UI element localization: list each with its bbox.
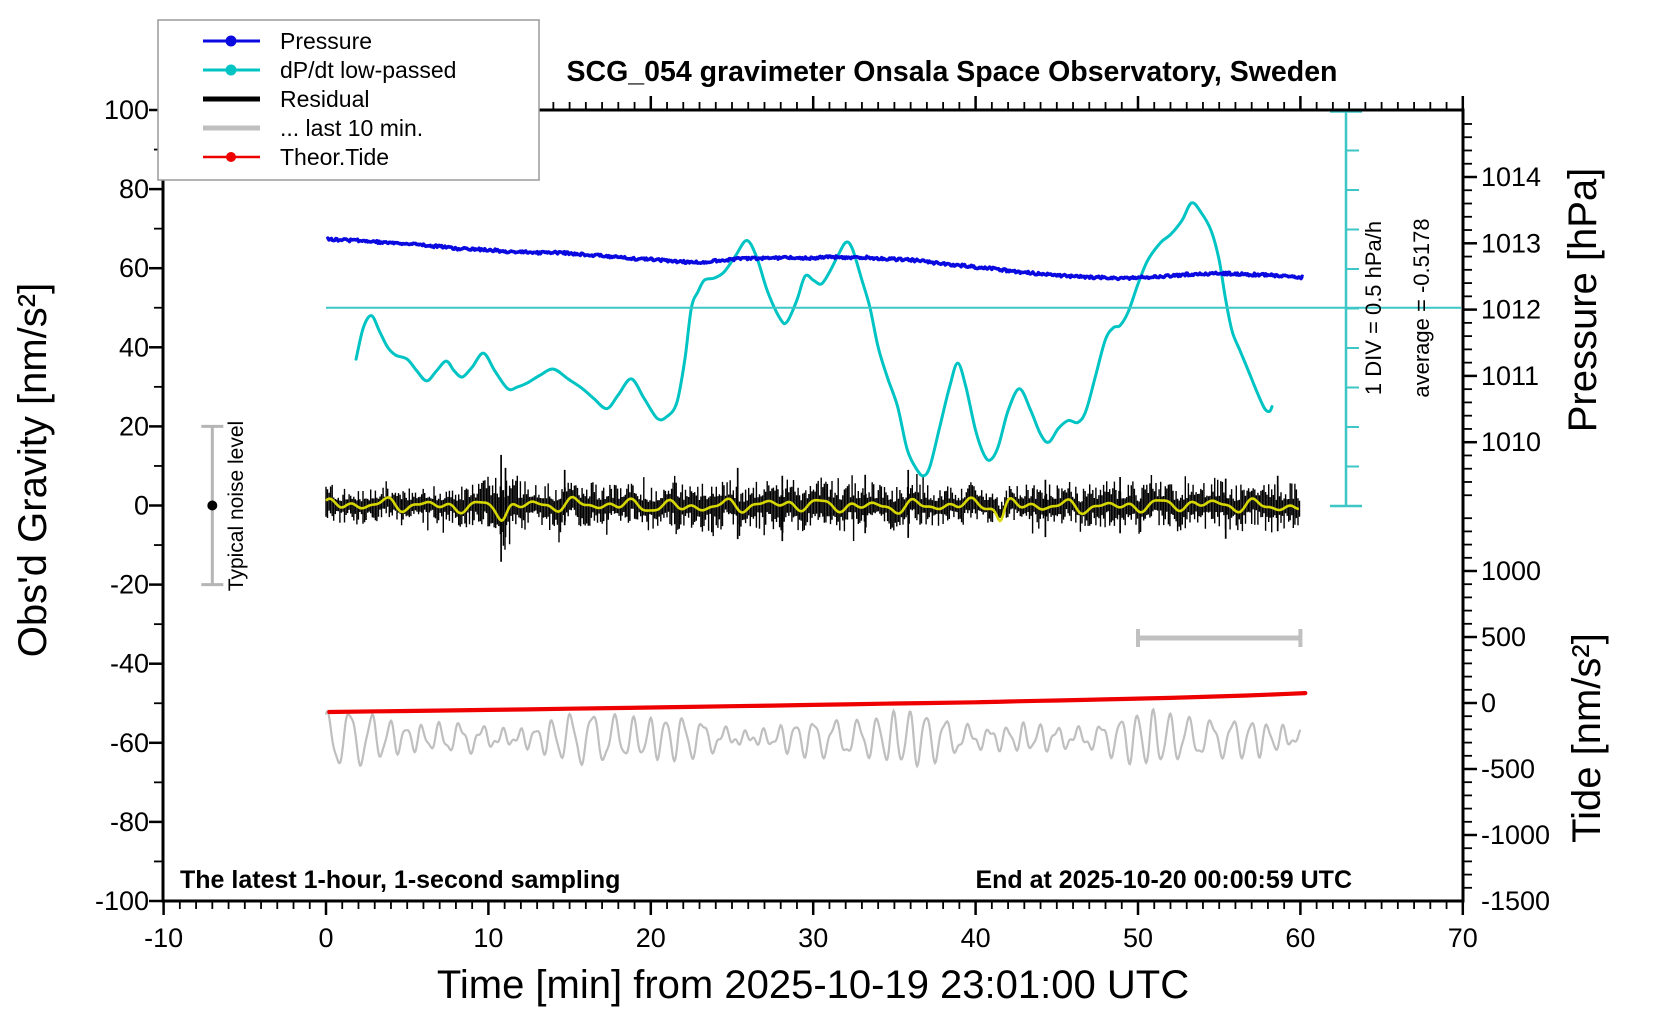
series-last10min-trace: [324, 707, 1302, 769]
tick-label: 1000: [1481, 556, 1541, 586]
average-note: average = -0.5178: [1409, 218, 1434, 397]
legend-label-tide: Theor.Tide: [280, 144, 389, 170]
legend: Pressure dP/dt low-passed Residual ... l…: [157, 19, 540, 181]
legend-marker-pressure: [225, 35, 237, 47]
tick-label: 0: [1481, 688, 1496, 718]
legend-label-dpdt: dP/dt low-passed: [280, 57, 456, 83]
tick-label: -80: [110, 807, 149, 837]
tick-label: 40: [119, 332, 149, 362]
tick-label: 30: [798, 923, 828, 953]
tick-label: 1012: [1481, 295, 1541, 325]
legend-label-residual: Residual: [280, 86, 370, 112]
tick-label: 0: [134, 491, 149, 521]
tick-label: 40: [961, 923, 991, 953]
y-axis-title-tide: Tide [nm/s²]: [1565, 633, 1609, 843]
div-scale-note: 1 DIV = 0.5 hPa/h: [1361, 221, 1386, 395]
axis-tick-labels: -10 0 10 20 30 40 50 60 70100806040200-20-40-60-…: [95, 95, 1550, 953]
tick-label: -60: [110, 728, 149, 758]
noise-level-label: Typical noise level: [225, 421, 248, 591]
y-axis-title-gravity: Obs'd Gravity [nm/s²]: [11, 283, 55, 657]
tick-label: 20: [119, 411, 149, 441]
tick-label: 70: [1448, 923, 1478, 953]
y-axis-title-pressure: Pressure [hPa]: [1561, 168, 1605, 433]
tick-label: 1014: [1481, 162, 1541, 192]
tick-label: -1500: [1481, 886, 1550, 916]
tick-label: 1010: [1481, 427, 1541, 457]
tick-label: 60: [119, 253, 149, 283]
series-pressure: [325, 236, 1305, 282]
tick-label: -500: [1481, 754, 1535, 784]
tick-label: 1011: [1481, 361, 1539, 391]
series-theor-tide: [327, 691, 1308, 715]
tick-label: 60: [1285, 923, 1315, 953]
tick-label: -1000: [1481, 820, 1550, 850]
series-dpdt-lowpassed: [354, 201, 1274, 478]
tick-label: 500: [1481, 622, 1526, 652]
tick-label: -20: [110, 570, 149, 600]
legend-label-pressure: Pressure: [280, 28, 372, 54]
plot-frame: [161, 108, 1465, 903]
tick-label: 0: [318, 923, 333, 953]
x-axis-title: Time [min] from 2025-10-19 23:01:00 UTC: [437, 963, 1189, 1007]
chart-series: [201, 201, 1308, 769]
tick-label: -10: [144, 923, 183, 953]
legend-marker-dpdt: [225, 64, 237, 76]
legend-marker-tide: [226, 152, 236, 162]
series-residual: [325, 474, 1301, 550]
tick-label: 10: [473, 923, 503, 953]
tick-label: 100: [104, 95, 149, 125]
tick-label: 50: [1123, 923, 1153, 953]
legend-label-last10: ... last 10 min.: [280, 115, 423, 141]
noise-level-dot: [207, 500, 218, 511]
sampling-note: The latest 1-hour, 1-second sampling: [180, 866, 620, 894]
chart-title: SCG_054 gravimeter Onsala Space Observat…: [567, 56, 1338, 88]
tick-label: -100: [95, 886, 149, 916]
tick-label: 20: [636, 923, 666, 953]
end-time-note: End at 2025-10-20 00:00:59 UTC: [975, 866, 1352, 894]
series-residual-smoothed: [325, 495, 1300, 523]
axis-ticks: [149, 96, 1477, 915]
tick-label: -40: [110, 649, 149, 679]
tick-label: 1013: [1481, 228, 1541, 258]
tick-label: 80: [119, 174, 149, 204]
